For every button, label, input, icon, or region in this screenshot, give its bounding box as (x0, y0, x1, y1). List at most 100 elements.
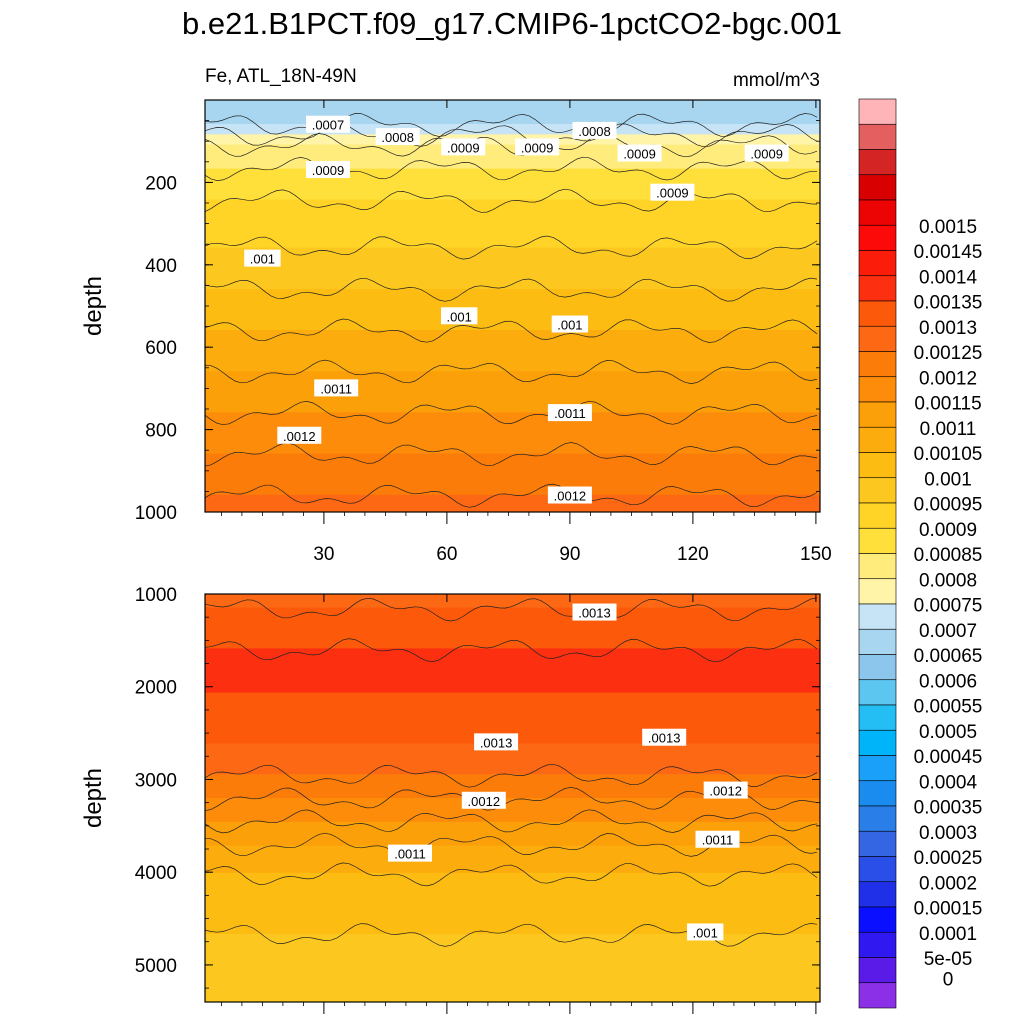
field-band (205, 893, 820, 898)
field-band (205, 753, 820, 758)
contour-label-text: .0009 (750, 147, 783, 162)
field-band (205, 130, 820, 135)
field-band (205, 991, 820, 996)
colorbar: 05e-05 0.0001 0.00015 0.0002 0.00025 0.0003 0.… (858, 98, 983, 1009)
field-band (205, 467, 820, 472)
colorbar-box (858, 679, 897, 706)
field-band (205, 360, 820, 365)
field-band (205, 719, 820, 724)
field-band (205, 481, 820, 486)
field-band (205, 679, 820, 683)
field-band (205, 594, 820, 598)
field-band (205, 275, 820, 280)
field-band (205, 859, 820, 864)
field-band (205, 845, 820, 850)
field-band (205, 134, 820, 139)
colorbar-box (858, 780, 897, 807)
colorbar-label: 0.00055 (914, 697, 983, 718)
contour-label-text: .0009 (656, 186, 689, 201)
field-band (205, 685, 820, 690)
colorbar-box (858, 805, 897, 832)
field-band (205, 631, 820, 636)
colorbar-box (858, 906, 897, 933)
field-band (205, 930, 820, 935)
contour-label-text: .0013 (578, 606, 611, 621)
contour-label: .0009 (441, 138, 486, 156)
upper-right-label: mmol/m^3 (733, 70, 820, 91)
field-band (205, 487, 820, 492)
colorbar-label: 0.00085 (914, 545, 983, 566)
field-band (205, 384, 820, 389)
colorbar-label: 0.0003 (919, 823, 977, 844)
field-band (205, 954, 820, 959)
field-band (205, 178, 820, 183)
field-band (205, 192, 820, 197)
field-band (205, 886, 820, 891)
contour-line (205, 809, 818, 834)
field-band (205, 364, 820, 369)
field-band (205, 295, 820, 300)
x-tick-label: 150 (800, 544, 832, 565)
field-band (205, 154, 820, 159)
field-band (205, 709, 820, 714)
colorbar-box (858, 578, 897, 605)
field-band (205, 391, 820, 396)
field-band (205, 597, 820, 602)
field-band (205, 682, 820, 687)
field-band (205, 968, 820, 972)
field-band (205, 261, 820, 266)
contour-label-text: .0012 (554, 489, 587, 504)
field-band (205, 767, 820, 772)
field-band (205, 508, 820, 512)
field-band (205, 662, 820, 666)
contour-label: .0013 (572, 603, 617, 621)
field-band (205, 862, 820, 867)
field-band (205, 316, 820, 321)
field-band (205, 436, 820, 441)
contour-label: .0007 (306, 115, 350, 133)
colorbar-box (858, 982, 897, 1009)
contour-label-text: .0009 (623, 147, 656, 162)
field-band (205, 832, 820, 836)
contour-label: .0012 (547, 486, 592, 504)
colorbar-label: 0.0006 (919, 671, 977, 692)
colorbar-label: 0.00145 (914, 242, 983, 263)
field-band (205, 470, 820, 475)
field-band (205, 278, 820, 283)
field-band (205, 415, 820, 420)
field-band (205, 185, 820, 190)
colorbar-box (858, 199, 897, 226)
field-band (205, 971, 820, 976)
field-band (205, 906, 820, 911)
field-band (205, 951, 820, 955)
field-band (205, 285, 820, 290)
field-band (205, 336, 820, 341)
field-band (205, 600, 820, 605)
field-band (205, 903, 820, 908)
field-band (205, 947, 820, 952)
field-band (205, 182, 820, 187)
field-band (205, 409, 820, 414)
field-band (205, 825, 820, 830)
contour-line (205, 156, 817, 181)
field-band (205, 330, 820, 335)
contour-label-text: .0011 (702, 833, 734, 848)
field-band (205, 141, 820, 146)
x-tick-label: 30 (313, 544, 334, 565)
field-band (205, 494, 820, 499)
contour-label-text: .0013 (648, 731, 681, 746)
field-band (205, 220, 820, 225)
field-band (205, 675, 820, 680)
field-band (205, 233, 820, 238)
contour-line (205, 318, 818, 343)
field-band (205, 791, 820, 796)
y-tick-label: 1000 (135, 503, 177, 524)
field-band (205, 628, 820, 632)
field-band (205, 706, 820, 711)
contour-line (205, 862, 818, 887)
field-band (205, 350, 820, 355)
contour-label-text: .0013 (480, 735, 513, 750)
colorbar-label: 0.0009 (919, 520, 977, 541)
colorbar-box (858, 830, 897, 857)
field-band (205, 607, 820, 612)
